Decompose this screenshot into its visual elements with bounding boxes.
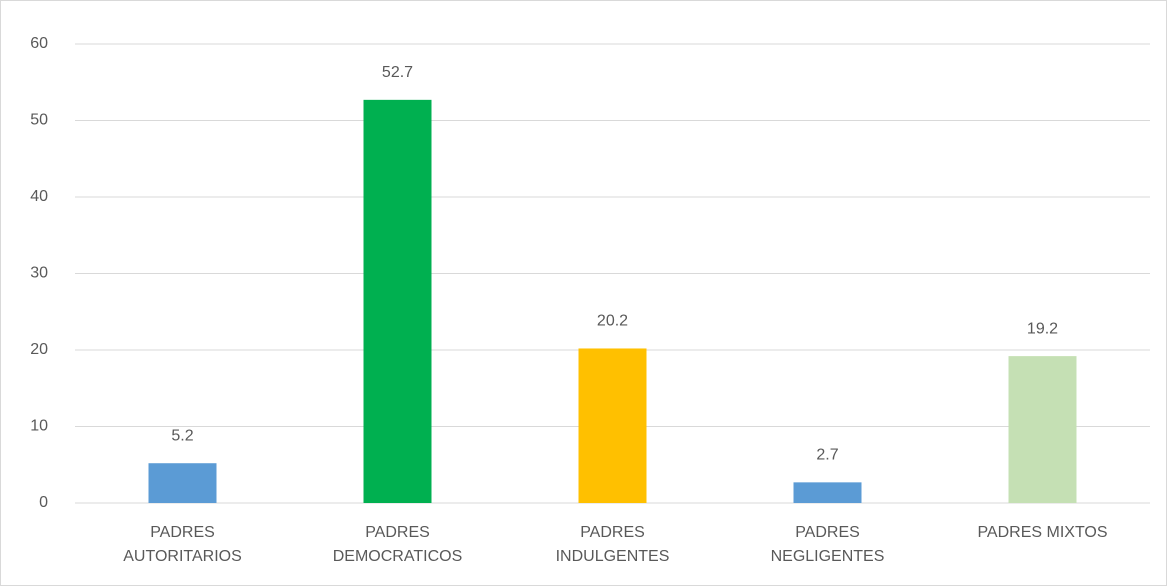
x-tick-label: PADRES — [365, 524, 430, 541]
x-tick-label: PADRES — [580, 524, 645, 541]
y-tick-label: 40 — [30, 188, 48, 205]
x-tick-label: DEMOCRATICOS — [333, 548, 462, 565]
x-tick-label: AUTORITARIOS — [123, 548, 242, 565]
y-tick-label: 20 — [30, 341, 48, 358]
data-label: 20.2 — [597, 313, 628, 330]
y-tick-label: 0 — [39, 494, 48, 511]
data-label: 19.2 — [1027, 320, 1058, 337]
bar — [363, 99, 432, 503]
y-tick-label: 10 — [30, 418, 48, 435]
bar — [1008, 356, 1077, 503]
x-tick-label: PADRES MIXTOS — [977, 524, 1107, 541]
y-tick-label: 30 — [30, 265, 48, 282]
bar — [578, 348, 647, 503]
x-tick-label: INDULGENTES — [556, 548, 670, 565]
bar — [148, 463, 217, 503]
y-tick-label: 60 — [30, 35, 48, 52]
x-tick-label: PADRES — [150, 524, 215, 541]
x-tick-label: NEGLIGENTES — [771, 548, 885, 565]
bar — [793, 482, 862, 503]
y-tick-label: 50 — [30, 112, 48, 129]
x-tick-label: PADRES — [795, 524, 860, 541]
data-label: 2.7 — [816, 447, 838, 464]
data-label: 52.7 — [382, 64, 413, 81]
data-label: 5.2 — [171, 427, 193, 444]
